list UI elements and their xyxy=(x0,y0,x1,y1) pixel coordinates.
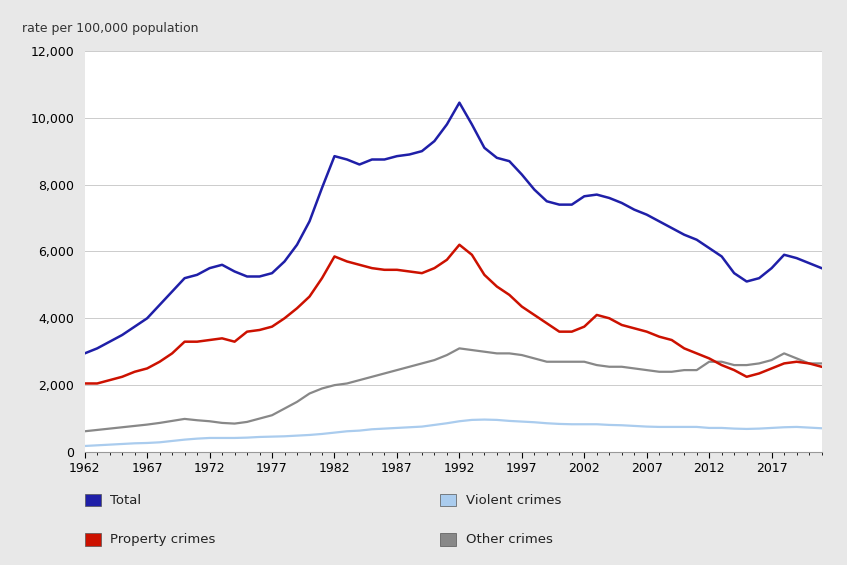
Text: Total: Total xyxy=(110,493,141,507)
Text: rate per 100,000 population: rate per 100,000 population xyxy=(22,22,198,35)
Text: Other crimes: Other crimes xyxy=(466,533,553,546)
Text: Property crimes: Property crimes xyxy=(110,533,215,546)
Text: Violent crimes: Violent crimes xyxy=(466,493,562,507)
